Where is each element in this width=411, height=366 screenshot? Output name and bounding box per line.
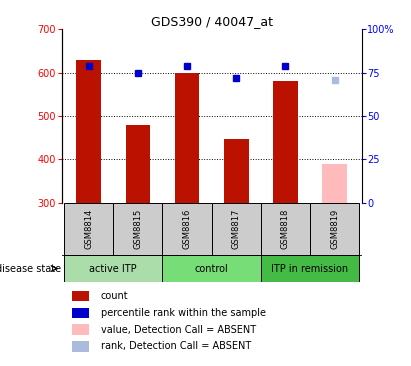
Text: GSM8819: GSM8819 bbox=[330, 209, 339, 249]
Bar bbox=[322, 164, 347, 203]
Bar bbox=[162, 255, 261, 283]
Bar bbox=[113, 203, 162, 255]
Bar bbox=[76, 60, 101, 203]
Text: disease state: disease state bbox=[0, 264, 61, 273]
Text: GSM8814: GSM8814 bbox=[84, 209, 93, 249]
Text: GSM8817: GSM8817 bbox=[232, 209, 241, 249]
Text: percentile rank within the sample: percentile rank within the sample bbox=[101, 308, 266, 318]
Text: ITP in remission: ITP in remission bbox=[272, 264, 349, 273]
Bar bbox=[72, 341, 89, 352]
Bar bbox=[162, 203, 212, 255]
Title: GDS390 / 40047_at: GDS390 / 40047_at bbox=[151, 15, 272, 28]
Text: count: count bbox=[101, 291, 128, 301]
Bar bbox=[310, 203, 359, 255]
Bar bbox=[261, 255, 359, 283]
Text: active ITP: active ITP bbox=[90, 264, 137, 273]
Text: rank, Detection Call = ABSENT: rank, Detection Call = ABSENT bbox=[101, 341, 251, 351]
Bar bbox=[212, 203, 261, 255]
Bar bbox=[261, 203, 310, 255]
Text: control: control bbox=[195, 264, 229, 273]
Bar bbox=[72, 291, 89, 302]
Bar bbox=[224, 139, 249, 203]
Bar bbox=[64, 203, 113, 255]
Bar bbox=[72, 324, 89, 335]
Text: GSM8818: GSM8818 bbox=[281, 209, 290, 249]
Bar bbox=[273, 81, 298, 203]
Bar bbox=[126, 125, 150, 203]
Bar bbox=[64, 255, 162, 283]
Bar bbox=[72, 307, 89, 318]
Text: GSM8816: GSM8816 bbox=[182, 209, 192, 249]
Text: GSM8815: GSM8815 bbox=[134, 209, 142, 249]
Bar bbox=[175, 72, 199, 203]
Text: value, Detection Call = ABSENT: value, Detection Call = ABSENT bbox=[101, 325, 256, 335]
